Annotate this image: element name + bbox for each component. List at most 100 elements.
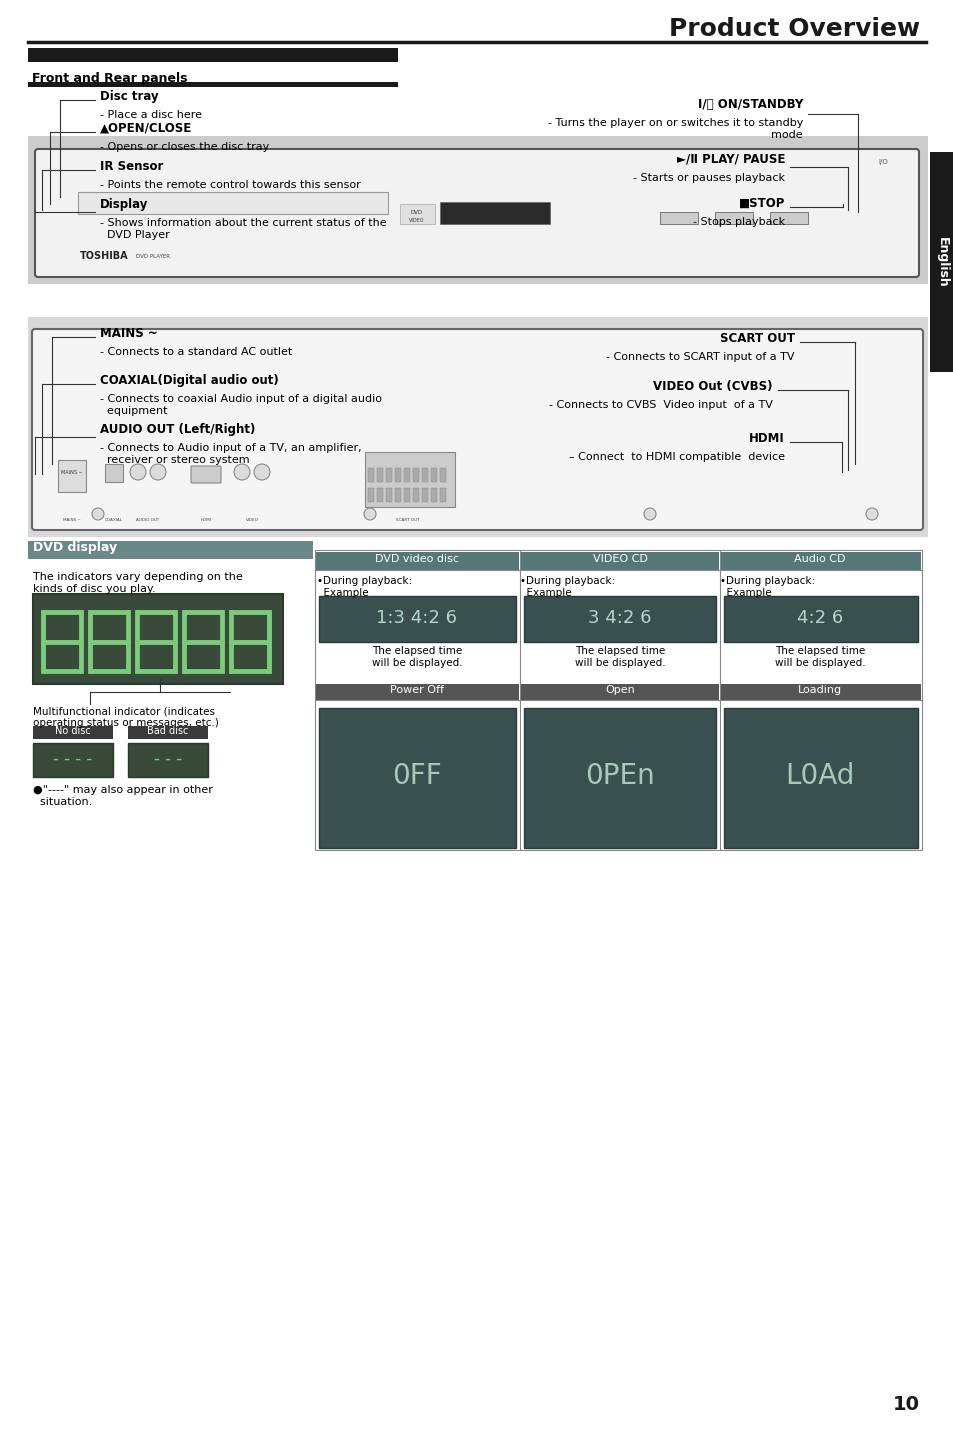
Text: - - -: - - -: [153, 750, 182, 768]
Text: The elapsed time: The elapsed time: [575, 646, 664, 656]
Bar: [395, 488, 400, 503]
Bar: [413, 488, 418, 503]
Bar: [314, 550, 921, 851]
Bar: [368, 468, 374, 483]
Text: will be displayed.: will be displayed.: [774, 657, 864, 667]
Bar: [403, 488, 410, 503]
Text: - Points the remote control towards this sensor: - Points the remote control towards this…: [100, 180, 360, 190]
Text: ■STOP: ■STOP: [738, 196, 784, 209]
Text: HDMI: HDMI: [748, 431, 784, 444]
Bar: [439, 488, 446, 503]
Text: VIDEO: VIDEO: [245, 518, 258, 523]
Bar: [28, 541, 313, 558]
Text: receiver or stereo system: receiver or stereo system: [100, 455, 250, 465]
Text: 0FF: 0FF: [392, 762, 441, 790]
Bar: [523, 596, 716, 642]
Text: MAINS ~: MAINS ~: [63, 518, 81, 523]
Bar: [318, 707, 516, 848]
Bar: [368, 488, 374, 503]
Text: Disc tray: Disc tray: [100, 90, 158, 103]
Text: mode: mode: [763, 130, 802, 140]
Text: - Connects to a standard AC outlet: - Connects to a standard AC outlet: [100, 347, 292, 357]
Bar: [399, 203, 435, 223]
Text: COAXIAL: COAXIAL: [105, 518, 123, 523]
Circle shape: [91, 508, 104, 520]
Circle shape: [253, 464, 270, 480]
Bar: [431, 468, 436, 483]
Text: DVD display: DVD display: [33, 540, 117, 554]
Text: AUDIO OUT (Left/Right): AUDIO OUT (Left/Right): [100, 422, 255, 435]
Text: The elapsed time: The elapsed time: [774, 646, 864, 656]
Text: equipment: equipment: [100, 407, 168, 417]
Bar: [28, 82, 397, 87]
Text: operating status or messages, etc.): operating status or messages, etc.): [33, 717, 218, 727]
Text: - Opens or closes the disc tray: - Opens or closes the disc tray: [100, 142, 269, 152]
Bar: [520, 684, 719, 700]
Circle shape: [364, 508, 375, 520]
Text: Front and Rear panels: Front and Rear panels: [32, 72, 188, 84]
Bar: [318, 596, 516, 642]
Text: – Connect  to HDMI compatible  device: – Connect to HDMI compatible device: [568, 453, 784, 463]
Text: 1:3 4:2 6: 1:3 4:2 6: [376, 609, 457, 627]
Text: Example: Example: [720, 589, 771, 599]
FancyBboxPatch shape: [32, 329, 923, 530]
Bar: [439, 202, 550, 223]
Bar: [720, 684, 920, 700]
Bar: [33, 743, 112, 778]
Circle shape: [643, 508, 656, 520]
Circle shape: [865, 508, 877, 520]
Bar: [128, 726, 208, 739]
Text: will be displayed.: will be displayed.: [574, 657, 664, 667]
Circle shape: [233, 464, 250, 480]
Bar: [520, 551, 719, 570]
Bar: [28, 316, 927, 537]
Text: The indicators vary depending on the: The indicators vary depending on the: [33, 571, 242, 581]
Text: - Shows information about the current status of the: - Shows information about the current st…: [100, 218, 386, 228]
Text: Bad disc: Bad disc: [147, 726, 189, 736]
Text: Display: Display: [100, 198, 149, 211]
Bar: [723, 707, 917, 848]
Text: DVD: DVD: [411, 209, 422, 215]
Bar: [395, 468, 400, 483]
Bar: [28, 49, 397, 62]
Circle shape: [150, 464, 166, 480]
Text: COAXIAL(Digital audio out): COAXIAL(Digital audio out): [100, 374, 278, 387]
Text: English: English: [935, 236, 947, 288]
Bar: [413, 468, 418, 483]
Text: I/⏻ ON/STANDBY: I/⏻ ON/STANDBY: [697, 97, 802, 110]
Text: TOSHIBA: TOSHIBA: [80, 251, 129, 261]
Text: ●"----" may also appear in other
  situation.: ●"----" may also appear in other situati…: [33, 785, 213, 806]
Bar: [58, 460, 86, 493]
Text: VIDEO Out (CVBS): VIDEO Out (CVBS): [653, 379, 772, 392]
Text: •During playback:: •During playback:: [720, 576, 814, 586]
Bar: [315, 551, 518, 570]
Text: I/O: I/O: [877, 159, 887, 165]
Text: - Turns the player on or switches it to standby: - Turns the player on or switches it to …: [547, 117, 802, 127]
Text: HDMI: HDMI: [200, 518, 212, 523]
Text: VIDEO CD: VIDEO CD: [592, 554, 647, 564]
Text: Power Off: Power Off: [390, 684, 443, 695]
Text: 3 4:2 6: 3 4:2 6: [588, 609, 651, 627]
Bar: [769, 212, 807, 223]
Bar: [403, 468, 410, 483]
Bar: [386, 468, 392, 483]
Text: IR Sensor: IR Sensor: [100, 159, 163, 172]
Text: Audio CD: Audio CD: [794, 554, 845, 564]
Bar: [723, 596, 917, 642]
Text: MAINS ~: MAINS ~: [61, 470, 83, 474]
Text: Multifunctional indicator (indicates: Multifunctional indicator (indicates: [33, 706, 214, 716]
Bar: [33, 726, 112, 739]
Text: Open: Open: [604, 684, 634, 695]
Bar: [659, 212, 698, 223]
Bar: [376, 488, 382, 503]
FancyBboxPatch shape: [35, 149, 918, 276]
Bar: [78, 192, 388, 213]
Bar: [128, 743, 208, 778]
Text: - Stops playback: - Stops playback: [692, 218, 784, 228]
Bar: [714, 212, 752, 223]
Text: VIDEO: VIDEO: [409, 218, 424, 222]
Bar: [929, 152, 953, 372]
Text: SCART OUT: SCART OUT: [395, 518, 419, 523]
Text: - Connects to CVBS  Video input  of a TV: - Connects to CVBS Video input of a TV: [549, 400, 772, 410]
Bar: [431, 488, 436, 503]
